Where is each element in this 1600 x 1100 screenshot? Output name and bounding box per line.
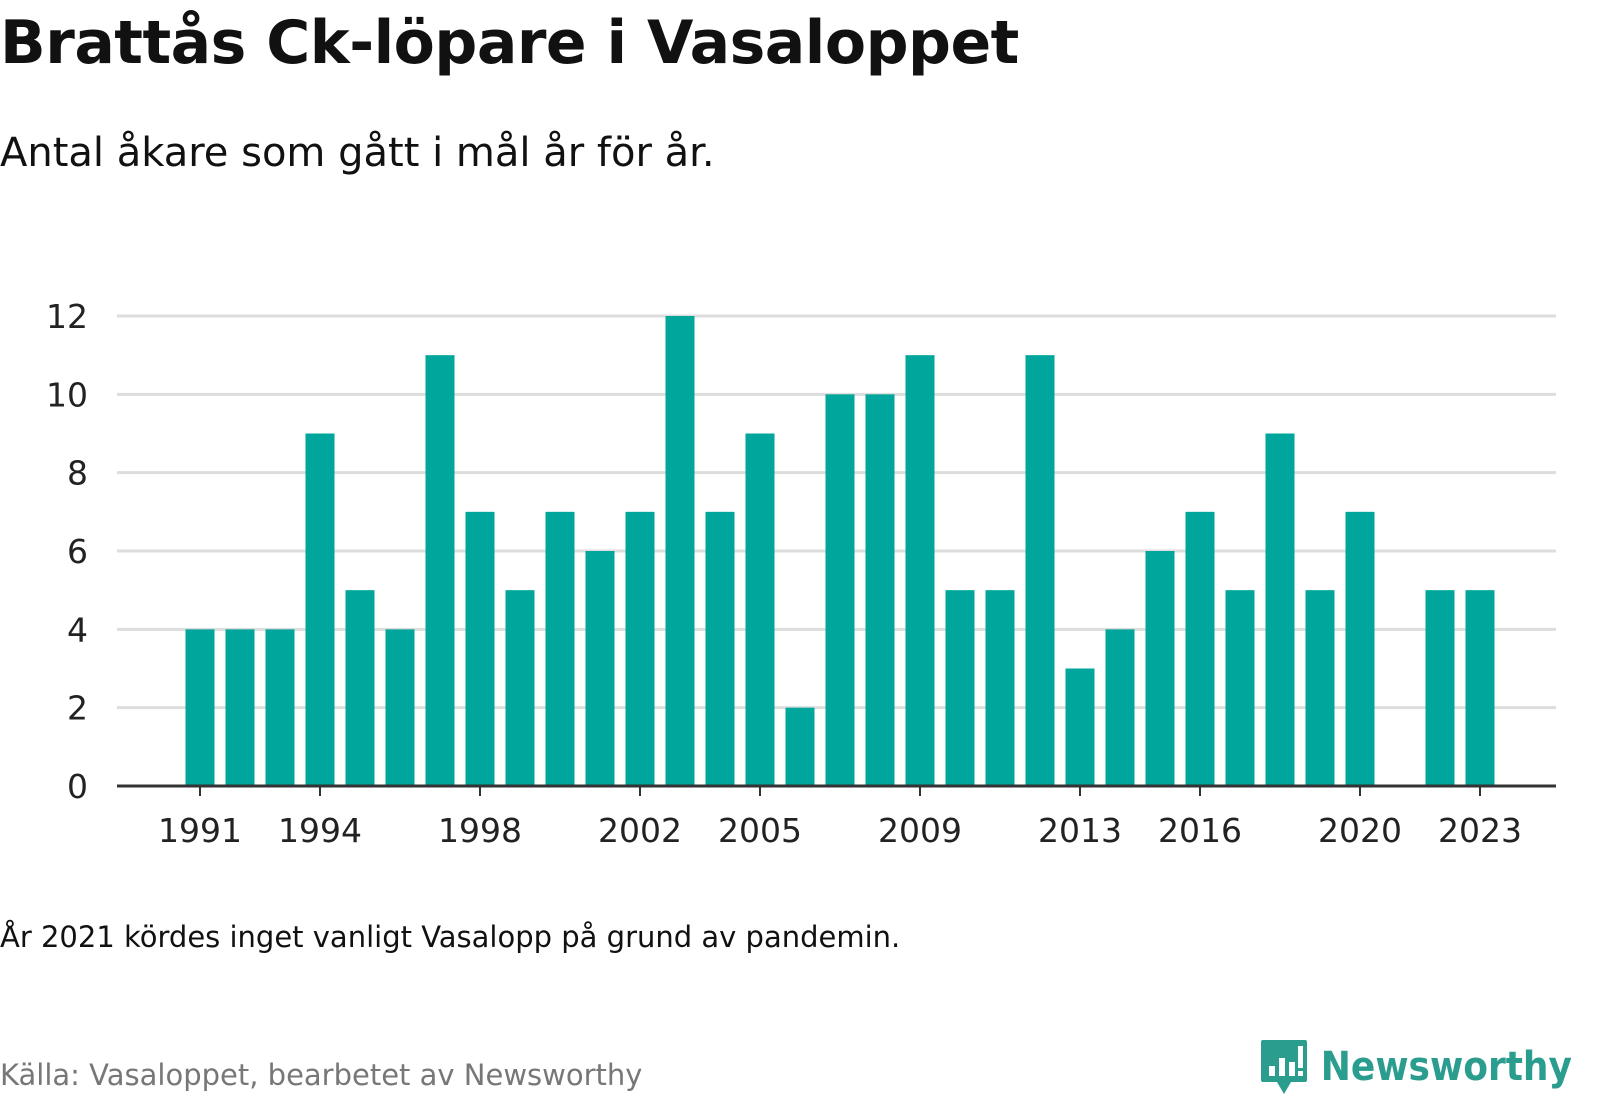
bar-1995	[345, 590, 375, 786]
x-tick-label: 2013	[1038, 811, 1122, 850]
bar-2009	[905, 355, 935, 786]
bar-2003	[665, 316, 695, 786]
bar-2015	[1145, 551, 1175, 786]
y-tick-label: 4	[67, 610, 88, 649]
x-tick-label: 2016	[1158, 811, 1242, 850]
y-tick-label: 0	[67, 767, 88, 806]
bar-2010	[945, 590, 975, 786]
bar-2001	[585, 551, 615, 786]
newsworthy-brand[interactable]: Newsworthy	[1259, 1038, 1572, 1096]
bar-1997	[425, 355, 455, 786]
x-axis	[117, 784, 1556, 796]
bar-1999	[505, 590, 535, 786]
x-tick-label: 2002	[598, 811, 682, 850]
bar-2022	[1425, 590, 1455, 786]
y-tick-label: 2	[67, 689, 88, 728]
brand-name: Newsworthy	[1320, 1044, 1572, 1090]
y-tick-label: 10	[46, 375, 88, 414]
bar-2011	[985, 590, 1015, 786]
x-tick-label: 1998	[438, 811, 522, 850]
x-tick-label: 2005	[718, 811, 802, 850]
bar-2017	[1225, 590, 1255, 786]
bar-2008	[865, 394, 895, 786]
bar-1994	[305, 433, 335, 786]
bar-2007	[825, 394, 855, 786]
bar-chart: 0 2 4 6 8 10 12 1991 1994 1998 2002 2005 2009 2013 20…	[46, 297, 1556, 850]
chart-title: Brattås Ck-löpare i Vasaloppet	[0, 8, 1019, 78]
bar-2013	[1065, 668, 1095, 786]
bar-2019	[1305, 590, 1335, 786]
bar-1993	[265, 629, 295, 786]
bar-2014	[1105, 629, 1135, 786]
x-tick-label: 2020	[1318, 811, 1402, 850]
bar-2018	[1265, 433, 1295, 786]
chart-subtitle: Antal åkare som gått i mål år för år.	[0, 130, 715, 176]
bar-2002	[625, 511, 655, 786]
x-tick-labels: 1991 1994 1998 2002 2005 2009 2013 2016 2020 2023	[158, 811, 1522, 850]
bar-1996	[385, 629, 415, 786]
x-tick-label: 2009	[878, 811, 962, 850]
y-tick-label: 8	[67, 454, 88, 493]
y-tick-label: 6	[67, 532, 88, 571]
chart-note: År 2021 kördes inget vanligt Vasalopp på…	[0, 920, 901, 954]
bar-2023	[1465, 590, 1495, 786]
bars	[185, 316, 1495, 786]
y-tick-labels: 0 2 4 6 8 10 12	[46, 297, 88, 806]
bar-2020	[1345, 511, 1375, 786]
bar-1991	[185, 629, 215, 786]
bar-2000	[545, 511, 575, 786]
source-text: Källa: Vasaloppet, bearbetet av Newswort…	[0, 1058, 643, 1092]
bar-2005	[745, 433, 775, 786]
x-tick-label: 1994	[278, 811, 362, 850]
x-tick-label: 2023	[1438, 811, 1522, 850]
newsworthy-logo-icon	[1260, 1040, 1307, 1094]
bar-1992	[225, 629, 255, 786]
x-tick-label: 1991	[158, 811, 242, 850]
bar-2004	[705, 511, 735, 786]
bar-1998	[465, 511, 495, 786]
bar-2012	[1025, 355, 1055, 786]
y-tick-label: 12	[46, 297, 88, 336]
bar-2006	[785, 707, 815, 786]
bar-2016	[1185, 511, 1215, 786]
